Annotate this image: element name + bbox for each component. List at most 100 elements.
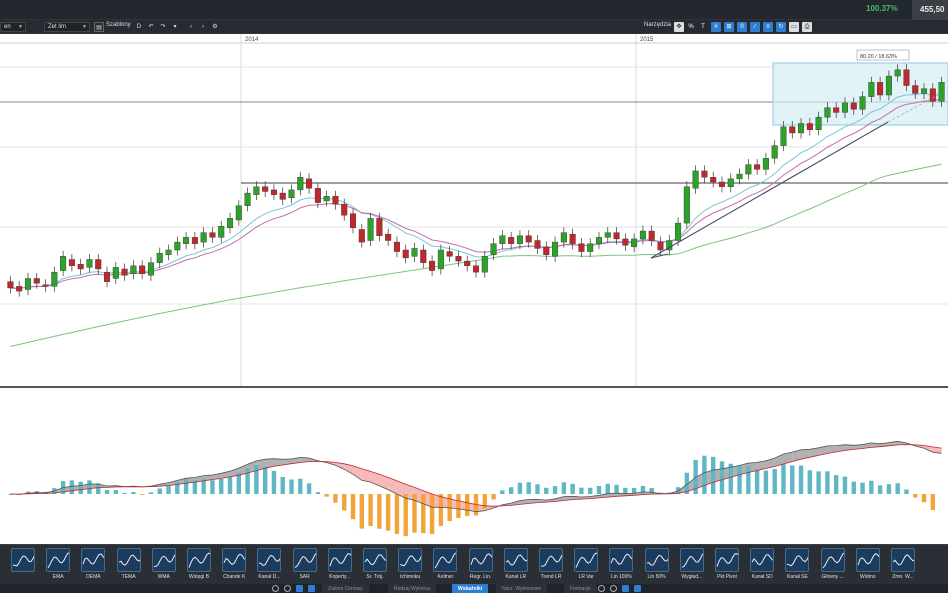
range-select[interactable]: en ▼: [0, 22, 26, 32]
trend-lr-icon: [539, 548, 563, 572]
pencil-icon[interactable]: [296, 585, 303, 592]
indicator-lr-channel-icon[interactable]: Kanał LR: [499, 548, 533, 584]
price-chart[interactable]: 2014 2015 80.20 / 18.63%: [0, 34, 948, 544]
candle: [903, 69, 910, 86]
macd-fill: [730, 465, 740, 478]
bollinger-icon: [187, 548, 211, 572]
indicator-envelope-icon[interactable]: Koperty...: [323, 548, 357, 584]
candle: [780, 126, 787, 146]
indicator-label: Widmo: [860, 574, 876, 580]
candle: [850, 102, 857, 110]
indicator-ema-icon[interactable]: EMA: [41, 548, 75, 584]
fibonacci-icon[interactable]: ≡: [763, 22, 773, 32]
macd-histogram-bar: [96, 483, 101, 494]
block-icon[interactable]: [284, 585, 291, 592]
tab-2[interactable]: Wskaźniki: [452, 584, 489, 593]
macd-histogram-bar: [526, 482, 531, 494]
indicator-trend-lr-icon[interactable]: Trend LR: [534, 548, 568, 584]
indicator-bollinger-icon[interactable]: Wstęgi B: [182, 548, 216, 584]
indicator-sar-icon[interactable]: SAR: [288, 548, 322, 584]
edit-icon[interactable]: [634, 585, 641, 592]
indicator-se-channel-icon[interactable]: Kanał SE: [780, 548, 814, 584]
candle: [16, 286, 23, 292]
settings-circle-icon[interactable]: [272, 585, 279, 592]
candle: [578, 243, 585, 252]
candle: [139, 265, 146, 274]
tab-3[interactable]: Narz. Wykresowe: [496, 584, 548, 593]
trendline-icon[interactable]: ∕: [750, 22, 760, 32]
indicator-smoothing-icon[interactable]: Wygład...: [675, 548, 709, 584]
indicator-tema-icon[interactable]: TEMA: [112, 548, 146, 584]
indicator-spectrum-icon[interactable]: Widmo: [851, 548, 885, 584]
measure-icon[interactable]: ⊞: [724, 22, 734, 32]
indicator-label: Główny ...: [821, 574, 844, 580]
chart-canvas[interactable]: 2014 2015 80.20 / 18.63%: [0, 34, 948, 544]
candle: [358, 229, 365, 243]
indicator-label: Wygład...: [681, 574, 703, 580]
pointer-icon[interactable]: ✥: [674, 22, 684, 32]
indicator-keltner-icon[interactable]: Keltner: [428, 548, 462, 584]
chevron-down-icon: ▼: [82, 24, 87, 30]
tab-0[interactable]: Zakres Cenowy: [322, 584, 369, 593]
macd-fill: [844, 444, 854, 451]
zero-line-icon[interactable]: 0: [737, 22, 747, 32]
indicator-hist-icon[interactable]: [6, 548, 40, 584]
pencil-icon[interactable]: [622, 585, 629, 592]
save-icon[interactable]: ▾: [173, 24, 177, 30]
indicator-donchian-icon[interactable]: Kanał D...: [252, 548, 286, 584]
candle: [174, 241, 181, 251]
macd-histogram-bar: [807, 470, 813, 494]
step-forward-icon[interactable]: ›: [202, 24, 204, 30]
grid-icon[interactable]: #: [711, 22, 721, 32]
macd-histogram-bar: [148, 492, 154, 494]
indicator-lr-var-icon[interactable]: LR Var: [569, 548, 603, 584]
trend-line[interactable]: [650, 121, 889, 259]
d-button[interactable]: D: [136, 24, 142, 30]
lr-channel-icon: [503, 548, 528, 572]
export-icon[interactable]: ⎙: [802, 22, 812, 32]
indicator-volatility-icon[interactable]: Zmn. W...: [886, 548, 920, 584]
candle: [24, 278, 31, 290]
macd-histogram-bar: [113, 489, 119, 494]
indicator-triangular-icon[interactable]: Śr. Trój.: [358, 548, 392, 584]
indicator-dema-icon[interactable]: DEMA: [76, 548, 110, 584]
percent-icon[interactable]: %: [688, 24, 694, 30]
refresh-icon[interactable]: ↻: [776, 22, 786, 32]
se-channel-icon: [785, 548, 810, 572]
redo-icon[interactable]: ↷: [160, 24, 166, 30]
macd-histogram-bar: [350, 494, 356, 520]
indicator-lin50-icon[interactable]: Lin 50%: [640, 548, 674, 584]
indicator-label: Kanał D...: [258, 574, 281, 580]
indicator-sd-channel-icon[interactable]: Kanał SD: [745, 548, 779, 584]
indicator-wma-icon[interactable]: WMA: [147, 548, 181, 584]
macd-histogram-bar: [280, 476, 285, 494]
macd-fill: [809, 447, 819, 458]
settings-circle-icon[interactable]: [598, 585, 605, 592]
indicator-chande-icon[interactable]: Chande K: [217, 548, 251, 584]
interval-select[interactable]: Zet lim ▼: [44, 22, 90, 32]
edit-icon[interactable]: [308, 585, 315, 592]
templates-label[interactable]: Szablony: [106, 22, 131, 28]
macd-fill: [801, 449, 810, 460]
text-tool-icon[interactable]: T: [701, 24, 705, 30]
indicator-ichimoku-icon[interactable]: Ichimoku: [393, 548, 427, 584]
step-back-icon[interactable]: ‹: [190, 24, 192, 30]
candle: [525, 235, 532, 243]
indicator-pivot-icon[interactable]: Pkt Pivot: [710, 548, 744, 584]
candle: [411, 248, 418, 257]
indicator-lin100-icon[interactable]: Lin 100%: [604, 548, 638, 584]
print-icon[interactable]: ▭: [789, 22, 799, 32]
top-bar: 100.37% 455,50: [0, 0, 948, 20]
undo-icon[interactable]: ↶: [148, 24, 154, 30]
macd-histogram-bar: [315, 492, 321, 494]
tab-4[interactable]: Formacje: [564, 584, 597, 593]
templates-icon[interactable]: ▤: [94, 22, 104, 32]
block-icon[interactable]: [610, 585, 617, 592]
gear-icon[interactable]: ⚙: [212, 24, 218, 30]
indicator-regression-icon[interactable]: Regr. Lin.: [464, 548, 498, 584]
indicator-main-icon[interactable]: Główny ...: [816, 548, 850, 584]
macd-histogram-bar: [139, 494, 145, 495]
tab-1[interactable]: Rodzaj Wykresu: [388, 584, 437, 593]
macd-histogram-bar: [192, 480, 198, 494]
candle: [341, 203, 348, 216]
